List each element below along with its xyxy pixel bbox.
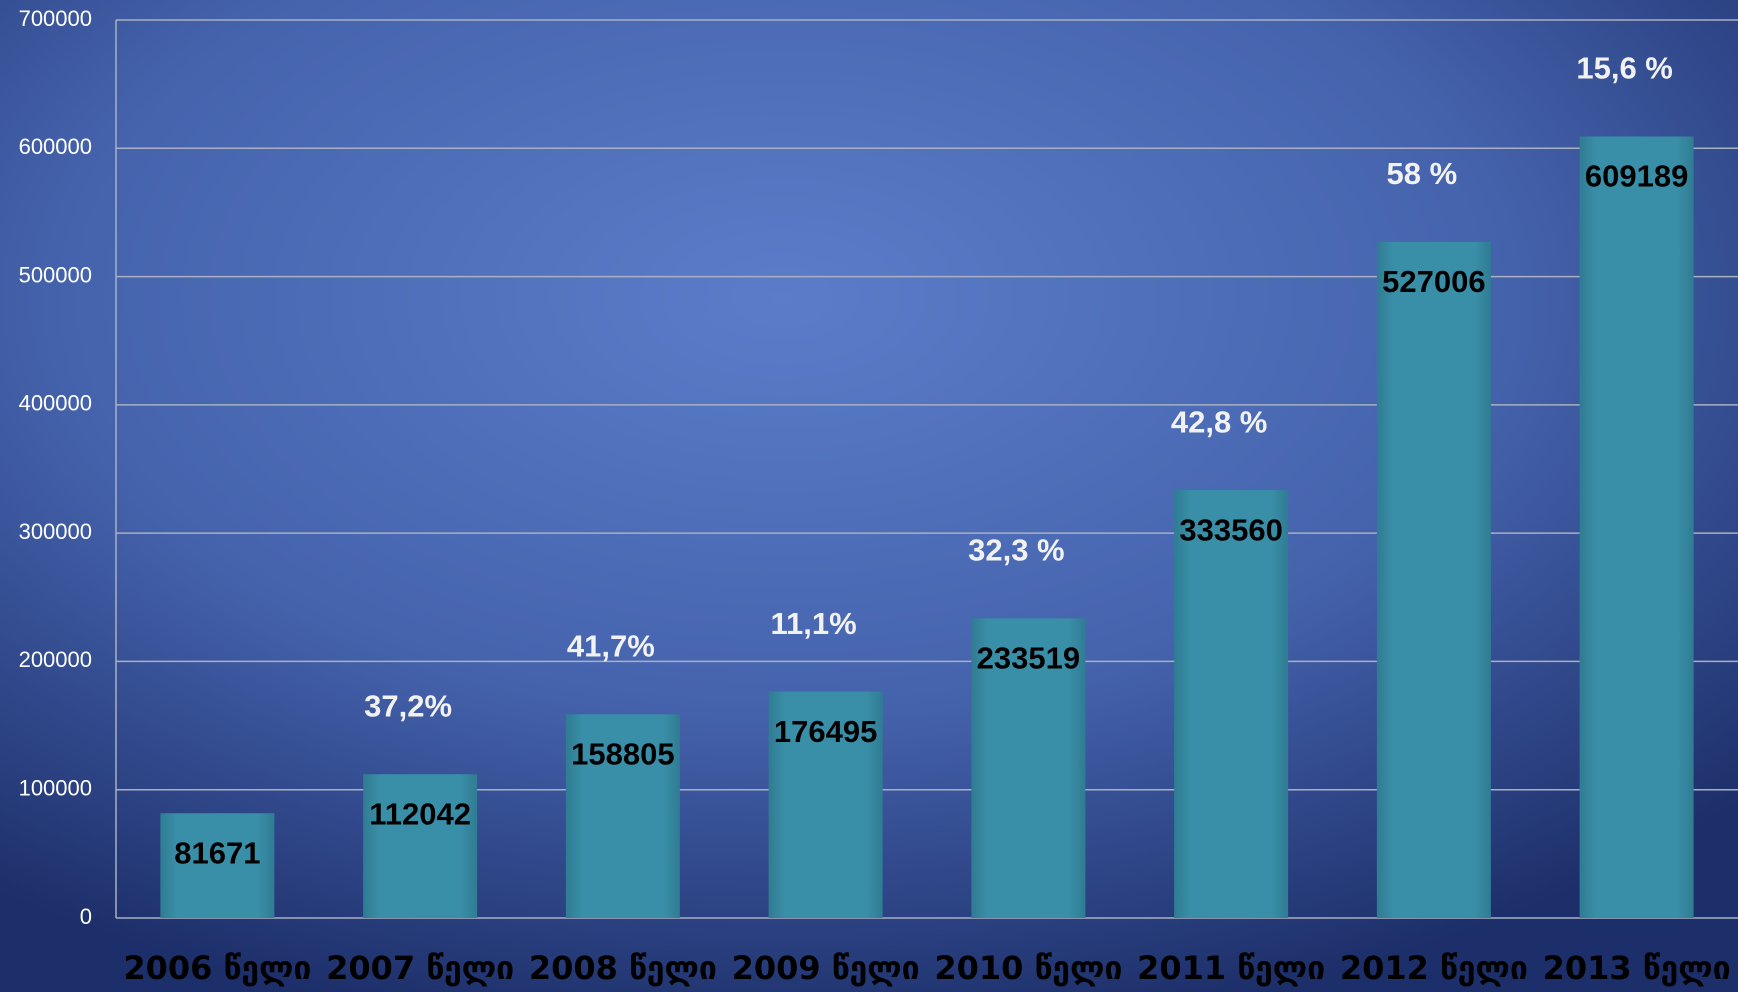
value-label: 158805 <box>571 736 674 771</box>
bar <box>1376 241 1491 919</box>
x-tick-label: 2006 წელი <box>123 949 311 987</box>
value-label: 112042 <box>369 796 471 831</box>
annotation: 11,1% <box>771 606 857 641</box>
y-tick-label: 500000 <box>19 262 92 287</box>
y-tick-label: 100000 <box>19 776 92 801</box>
bar <box>363 774 478 918</box>
x-tick-label: 2008 წელი <box>529 949 717 987</box>
annotation: 32,3 % <box>968 533 1065 568</box>
value-label: 176495 <box>774 714 877 749</box>
value-label: 233519 <box>977 641 1080 676</box>
y-tick-label: 400000 <box>19 391 92 416</box>
y-tick-label: 300000 <box>19 519 92 544</box>
annotation: 42,8 % <box>1171 404 1268 439</box>
y-tick-label: 600000 <box>19 134 92 159</box>
bar <box>160 813 275 918</box>
value-label: 527006 <box>1382 264 1485 299</box>
x-tick-label: 2011 წელი <box>1137 949 1325 987</box>
bar <box>971 618 1086 918</box>
x-tick-label: 2007 წელი <box>326 949 514 987</box>
value-label: 609189 <box>1585 159 1688 194</box>
annotation: 15,6 % <box>1576 51 1673 86</box>
x-tick-label: 2009 წელი <box>732 949 920 987</box>
annotation: 41,7% <box>567 628 655 663</box>
x-tick-label: 2013 წელი <box>1543 949 1731 987</box>
bar <box>768 691 883 918</box>
y-tick-label: 0 <box>80 904 92 929</box>
x-tick-label: 2012 წელი <box>1340 949 1528 987</box>
bar <box>565 714 680 918</box>
annotation: 37,2% <box>364 688 452 723</box>
value-label: 333560 <box>1179 512 1282 547</box>
y-tick-label: 700000 <box>19 6 92 31</box>
x-tick-label: 2010 წელი <box>934 949 1122 987</box>
value-label: 81671 <box>174 835 260 870</box>
bar <box>1174 490 1289 918</box>
y-tick-label: 200000 <box>19 647 92 672</box>
annotation: 58 % <box>1387 156 1458 191</box>
bar <box>1579 136 1694 918</box>
